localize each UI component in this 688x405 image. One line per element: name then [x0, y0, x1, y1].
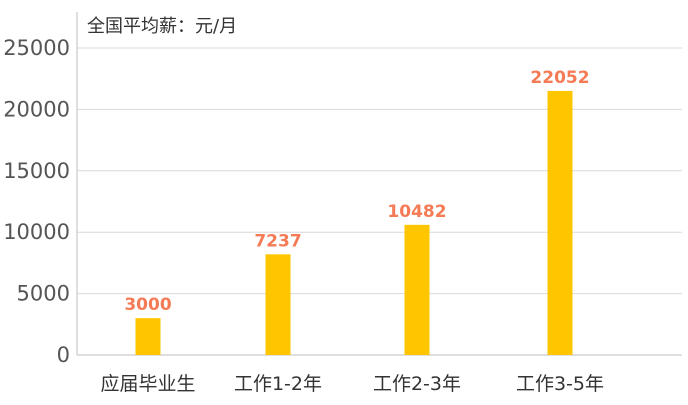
y-tick-labels: 0 5000 10000 15000 20000 25000: [3, 36, 70, 367]
data-label: 10482: [387, 202, 446, 222]
bar: [265, 254, 291, 355]
data-label: 3000: [124, 295, 171, 315]
data-label: 22052: [530, 68, 589, 88]
bars: [135, 90, 573, 355]
category-label: 工作3-5年: [516, 373, 604, 395]
y-tick-label: 5000: [17, 282, 70, 306]
y-tick-label: 25000: [3, 36, 70, 60]
bar: [404, 224, 430, 355]
category-label: 工作1-2年: [234, 373, 322, 395]
data-labels: 3000 7237 10482 22052: [124, 68, 589, 315]
category-label: 应届毕业生: [100, 373, 195, 395]
y-tick-label: 0: [57, 343, 70, 367]
category-label: 工作2-3年: [373, 373, 461, 395]
bar: [135, 318, 161, 355]
gridlines: [77, 47, 682, 295]
chart-title: 全国平均薪：元/月: [87, 16, 237, 37]
axes: [76, 12, 682, 356]
y-tick-label: 15000: [3, 159, 70, 183]
category-labels: 应届毕业生 工作1-2年 工作2-3年 工作3-5年: [100, 373, 604, 395]
bar: [547, 90, 573, 355]
y-tick-label: 10000: [3, 220, 70, 244]
y-tick-label: 20000: [3, 97, 70, 121]
data-label: 7237: [254, 231, 301, 251]
